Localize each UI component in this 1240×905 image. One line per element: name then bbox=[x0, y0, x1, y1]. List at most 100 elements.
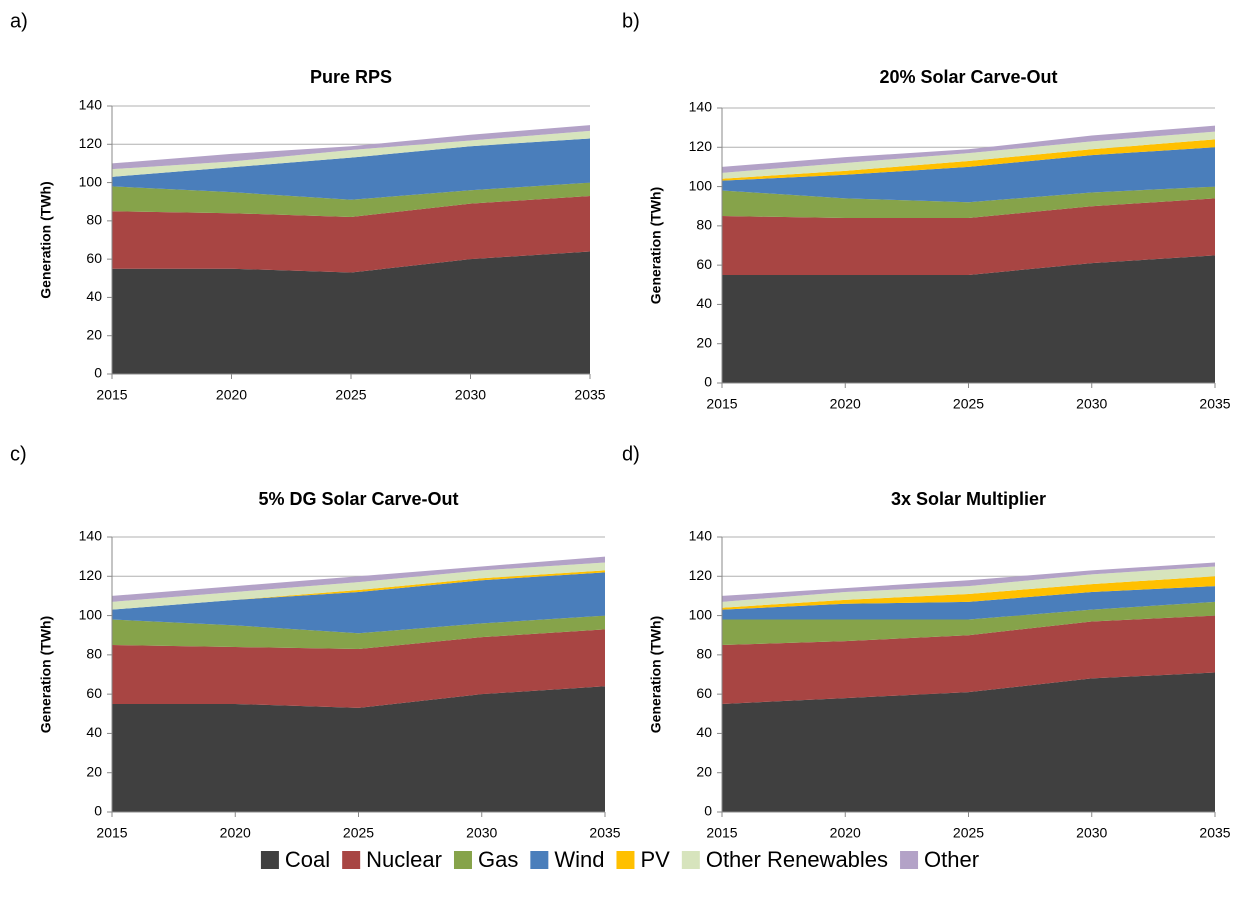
x-tick-label: 2030 bbox=[1076, 825, 1107, 841]
y-tick-label: 20 bbox=[86, 326, 102, 342]
y-tick-label: 20 bbox=[86, 763, 102, 779]
y-tick-label: 0 bbox=[704, 374, 712, 390]
legend-swatch bbox=[453, 851, 472, 869]
y-tick-label: 0 bbox=[704, 803, 712, 819]
area bbox=[722, 576, 1215, 610]
y-tick-label: 100 bbox=[79, 173, 103, 189]
x-tick-label: 2025 bbox=[343, 825, 374, 841]
panel-label: a) bbox=[10, 10, 28, 32]
area bbox=[112, 195, 590, 273]
x-tick-label: 2015 bbox=[96, 825, 127, 841]
area bbox=[112, 556, 605, 602]
y-tick-label: 100 bbox=[689, 177, 713, 193]
y-tick-label: 120 bbox=[79, 567, 103, 583]
x-tick-label: 2035 bbox=[1199, 825, 1230, 841]
area bbox=[722, 147, 1215, 203]
legend-swatch bbox=[616, 851, 635, 869]
x-tick-label: 2025 bbox=[953, 825, 984, 841]
legend: Coal Nuclear Gas Wind PV Other Renewables Othe… bbox=[260, 847, 979, 872]
area bbox=[722, 672, 1215, 812]
y-axis-label: Generation (TWh) bbox=[648, 616, 664, 733]
x-tick-label: 2025 bbox=[335, 387, 366, 403]
legend-swatch bbox=[260, 851, 279, 869]
x-tick-label: 2035 bbox=[1199, 396, 1230, 412]
area bbox=[722, 255, 1215, 383]
area bbox=[722, 139, 1215, 181]
area bbox=[112, 629, 605, 708]
y-tick-label: 80 bbox=[696, 646, 712, 662]
legend-swatch bbox=[681, 851, 700, 869]
y-tick-label: 140 bbox=[79, 528, 103, 544]
area bbox=[112, 251, 590, 374]
area bbox=[112, 686, 605, 812]
panel-label: d) bbox=[622, 443, 640, 465]
chart-title: 5% DG Solar Carve-Out bbox=[258, 489, 458, 509]
y-tick-label: 20 bbox=[696, 334, 712, 350]
y-tick-label: 60 bbox=[696, 685, 712, 701]
area bbox=[722, 586, 1215, 620]
x-tick-label: 2035 bbox=[574, 387, 605, 403]
y-tick-label: 120 bbox=[79, 135, 103, 151]
area bbox=[112, 562, 605, 610]
x-tick-label: 2035 bbox=[589, 825, 620, 841]
area bbox=[722, 131, 1215, 179]
area bbox=[112, 125, 590, 170]
x-tick-label: 2030 bbox=[1076, 396, 1107, 412]
y-axis-label: Generation (TWh) bbox=[38, 181, 54, 298]
x-tick-label: 2015 bbox=[96, 387, 127, 403]
legend-swatch bbox=[342, 851, 361, 869]
y-tick-label: 140 bbox=[79, 97, 103, 113]
y-tick-label: 0 bbox=[94, 365, 102, 381]
legend-swatch bbox=[530, 851, 549, 869]
x-tick-label: 2025 bbox=[953, 396, 984, 412]
x-tick-label: 2020 bbox=[220, 825, 251, 841]
area bbox=[112, 570, 605, 610]
y-tick-label: 100 bbox=[79, 606, 103, 622]
area bbox=[722, 125, 1215, 173]
legend-label: Nuclear bbox=[366, 847, 442, 872]
x-tick-label: 2020 bbox=[216, 387, 247, 403]
area bbox=[722, 198, 1215, 275]
y-tick-label: 20 bbox=[696, 763, 712, 779]
x-tick-label: 2020 bbox=[830, 396, 861, 412]
legend-label: PV bbox=[640, 847, 670, 872]
y-tick-label: 80 bbox=[86, 212, 102, 228]
y-tick-label: 60 bbox=[696, 256, 712, 272]
legend-swatch bbox=[900, 851, 919, 869]
y-axis-label: Generation (TWh) bbox=[38, 616, 54, 733]
y-tick-label: 40 bbox=[86, 724, 102, 740]
y-tick-label: 100 bbox=[689, 606, 713, 622]
area bbox=[722, 186, 1215, 218]
chart-title: 3x Solar Multiplier bbox=[891, 489, 1046, 509]
area bbox=[112, 182, 590, 218]
area bbox=[722, 562, 1215, 602]
legend-label: Gas bbox=[478, 847, 518, 872]
y-tick-label: 60 bbox=[86, 250, 102, 266]
legend-label: Coal bbox=[285, 847, 330, 872]
area bbox=[722, 615, 1215, 704]
area bbox=[722, 566, 1215, 608]
x-tick-label: 2030 bbox=[466, 825, 497, 841]
area bbox=[722, 601, 1215, 646]
y-tick-label: 60 bbox=[86, 685, 102, 701]
x-tick-label: 2030 bbox=[455, 387, 486, 403]
panel-label: b) bbox=[622, 10, 640, 32]
chart-panel: a) Pure RPS Generation (TWh) 0 20 40 60 80 100 12… bbox=[10, 10, 606, 402]
chart-title: 20% Solar Carve-Out bbox=[879, 67, 1057, 87]
panel-label: c) bbox=[10, 443, 27, 465]
chart-panel: c) 5% DG Solar Carve-Out Generation (TWh) 0… bbox=[10, 443, 621, 840]
y-tick-label: 40 bbox=[696, 724, 712, 740]
y-tick-label: 80 bbox=[86, 646, 102, 662]
area bbox=[112, 138, 590, 200]
x-tick-label: 2015 bbox=[706, 396, 737, 412]
y-tick-label: 0 bbox=[94, 803, 102, 819]
x-tick-label: 2020 bbox=[830, 825, 861, 841]
legend-label: Other Renewables bbox=[706, 847, 888, 872]
area bbox=[112, 130, 590, 177]
y-tick-label: 120 bbox=[689, 567, 713, 583]
y-tick-label: 120 bbox=[689, 138, 713, 154]
y-tick-label: 80 bbox=[696, 217, 712, 233]
chart-title: Pure RPS bbox=[310, 67, 392, 87]
y-tick-label: 140 bbox=[689, 99, 713, 115]
